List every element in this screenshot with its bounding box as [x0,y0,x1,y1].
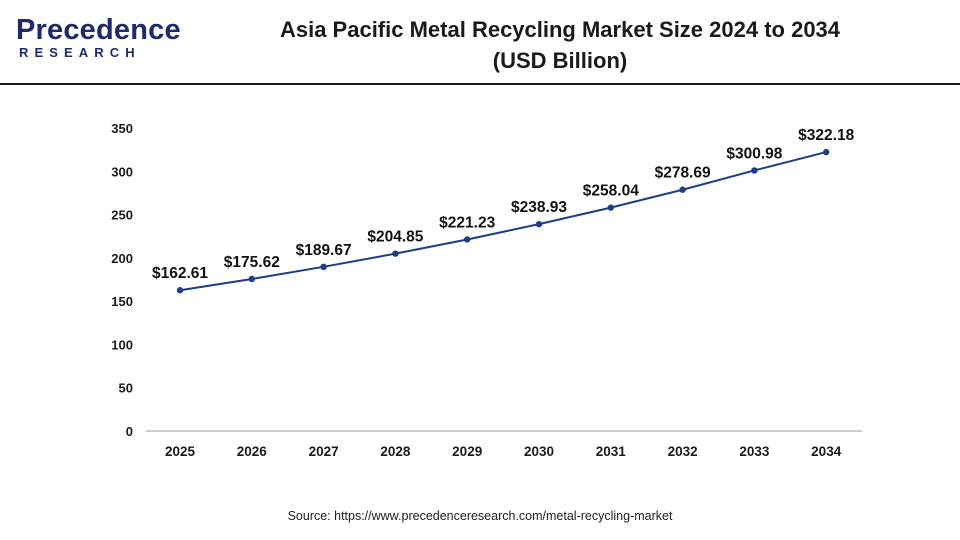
y-tick-label: 200 [111,251,133,266]
data-point [320,263,327,270]
data-label: $258.04 [583,183,639,200]
x-tick-label: 2032 [668,444,698,459]
x-tick-label: 2031 [596,444,627,459]
y-tick-label: 0 [126,424,133,439]
chart-header: Precedence RESEARCH Asia Pacific Metal R… [0,0,960,82]
y-tick-label: 300 [111,164,133,179]
y-tick-label: 350 [111,121,133,136]
y-tick-label: 100 [111,337,133,352]
series-line [179,151,827,292]
chart-area: 0 50 100 150 200 250 300 350 2025 2026 2027 2028 202… [0,85,960,505]
chart-title-line1: Asia Pacific Metal Recycling Market Size… [279,17,841,42]
data-point [176,287,184,294]
data-point [248,275,255,283]
chart-title: Asia Pacific Metal Recycling Market Size… [200,14,920,76]
data-label: $204.85 [367,229,423,246]
y-tick-label: 250 [111,208,133,223]
x-tick-label: 2026 [237,444,268,459]
data-point [535,220,543,228]
source-citation: Source: https://www.precedenceresearch.c… [287,509,673,523]
data-point [679,186,686,193]
data-label: $322.18 [798,127,854,144]
data-label: $278.69 [655,165,711,182]
y-tick-label: 150 [111,294,133,309]
data-point [392,250,399,257]
data-label: $175.62 [224,254,280,271]
logo-wordmark: Precedence [16,14,181,46]
x-tick-label: 2025 [165,444,196,459]
chart-title-line2: (USD Billion) [492,48,628,73]
header-divider [0,83,960,85]
data-label: $162.61 [152,265,208,282]
data-label: $221.23 [439,214,495,231]
x-tick-label: 2029 [452,444,482,459]
x-tick-label: 2027 [309,444,339,459]
data-point [751,167,758,174]
data-label: $238.93 [511,199,567,216]
x-tick-label: 2030 [524,444,554,459]
x-tick-label: 2033 [739,444,770,459]
data-label: $189.67 [296,242,352,259]
data-point [464,236,471,243]
logo-subtext: RESEARCH [19,45,141,60]
x-tick-label: 2028 [380,444,411,459]
brand-logo[interactable]: Precedence RESEARCH [16,14,181,66]
line-chart: 0 50 100 150 200 250 300 350 2025 2026 2027 2028 202… [111,121,862,459]
x-tick-label: 2034 [811,444,842,459]
data-point [823,148,830,156]
data-point [607,204,614,211]
data-label: $300.98 [726,145,782,162]
y-tick-label: 50 [119,381,133,396]
